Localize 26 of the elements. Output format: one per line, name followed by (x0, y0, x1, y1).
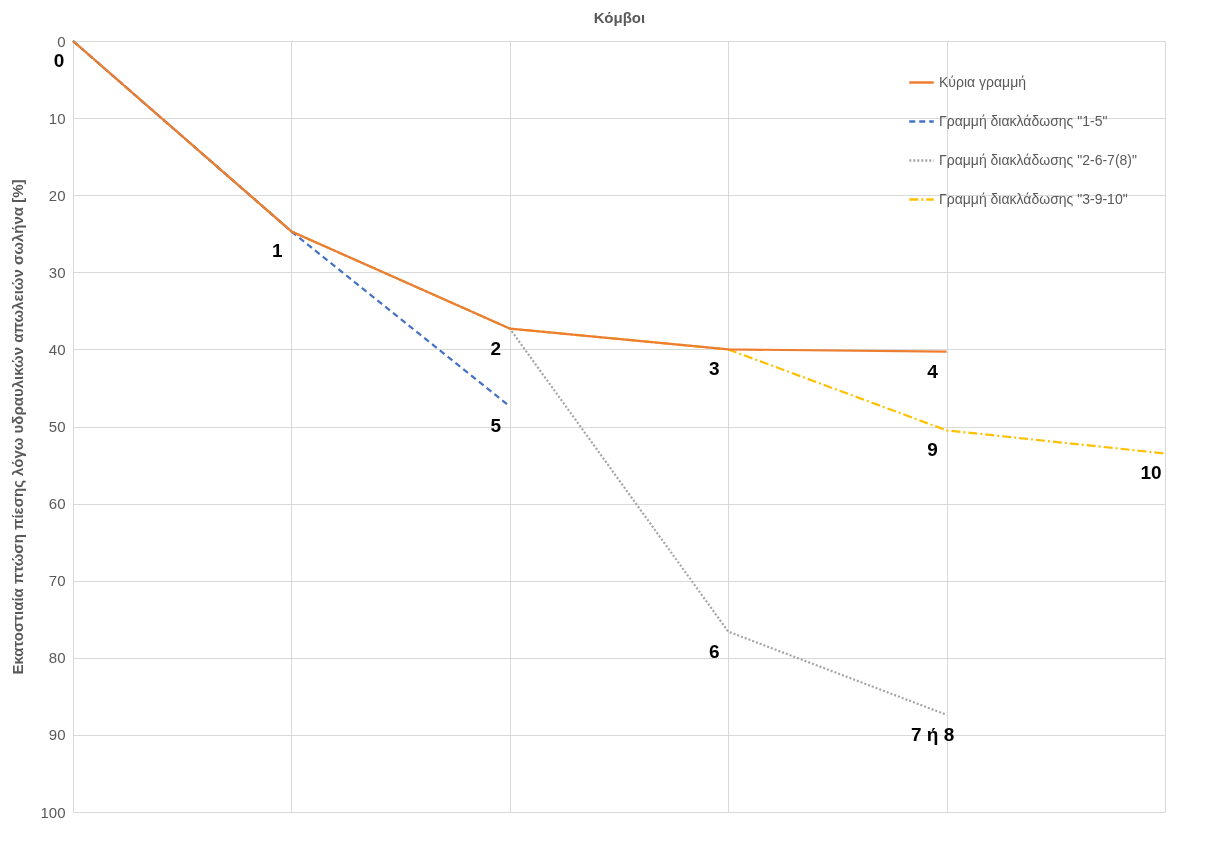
annotation: 1 (272, 240, 284, 262)
y-tick-label: 60 (48, 495, 66, 513)
y-tick-label: 0 (57, 32, 66, 50)
y-tick-label: 70 (48, 572, 66, 590)
annotation: 6 (708, 640, 720, 662)
legend-label: Κύρια γραμμή (939, 73, 1027, 90)
y-tick-label: 40 (48, 340, 66, 358)
annotation: 4 (927, 360, 939, 382)
legend-label: Γραμμή διακλάδωσης "2-6-7(8)" (939, 151, 1138, 168)
annotation: 5 (490, 415, 502, 437)
y-tick-label: 50 (48, 418, 66, 435)
x-axis-title: Κόμβοι (593, 8, 646, 26)
annotation: 9 (927, 439, 938, 461)
annotation: 7 ή 8 (910, 723, 955, 745)
annotation: 3 (708, 358, 720, 380)
y-tick-label: 90 (48, 726, 66, 744)
legend-label: Γραμμή διακλάδωσης "3-9-10" (939, 190, 1128, 207)
y-tick-label: 20 (48, 186, 66, 204)
legend-label: Γραμμή διακλάδωσης "1-5" (939, 112, 1108, 129)
annotation: 2 (490, 337, 502, 359)
y-tick-label: 30 (48, 263, 66, 281)
y-axis-title: Εκατοστιαία πτώση πίεσης λόγω υδραυλικών απωλειών σωλήνα [%] (9, 179, 27, 675)
annotation: 10 (1140, 462, 1162, 484)
y-tick-label: 100 (40, 803, 66, 821)
y-tick-label: 10 (48, 109, 66, 127)
y-tick-label: 80 (48, 649, 66, 667)
